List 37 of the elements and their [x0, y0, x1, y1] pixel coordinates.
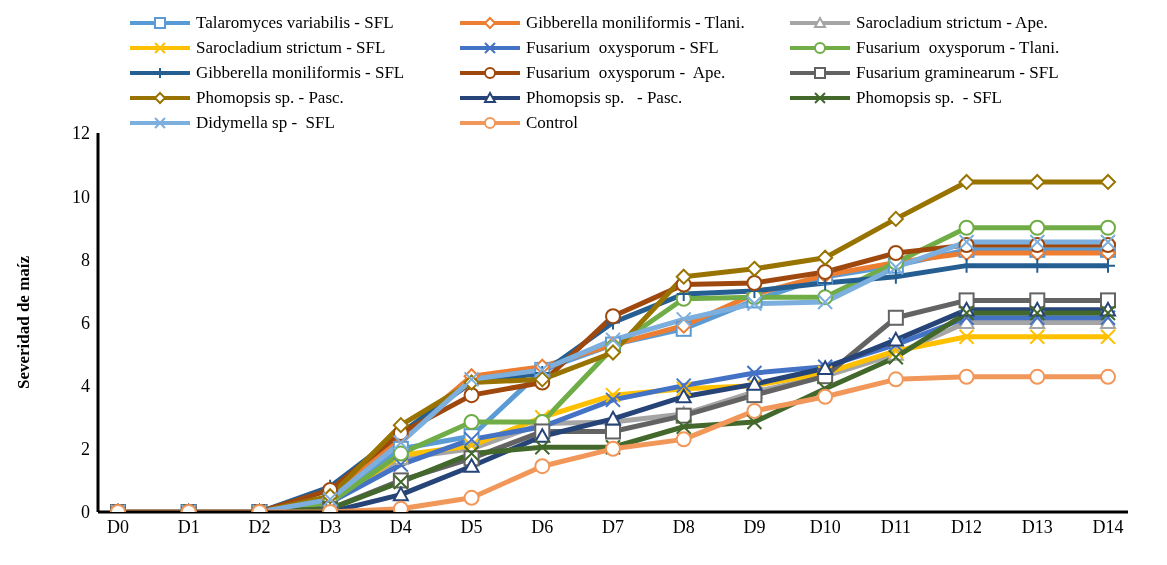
y-tick-label: 4 [81, 376, 90, 397]
legend-label: Sarocladium strictum - SFL [196, 38, 386, 58]
legend-label: Fusarium oxysporum - Ape. [526, 63, 726, 83]
legend-label: Gibberella moniliformis - SFL [196, 63, 405, 83]
legend-label: Talaromyces variabilis - SFL [196, 13, 394, 33]
legend-label: Fusarium graminearum - SFL [856, 63, 1059, 83]
x-tick-label: D7 [602, 516, 624, 537]
x-tick-label: D10 [809, 516, 841, 537]
legend-label: Fusarium oxysporum - Tlani. [856, 38, 1060, 58]
x-tick-label: D6 [531, 516, 554, 537]
y-tick-label: 8 [81, 249, 90, 270]
y-tick-label: 6 [81, 312, 90, 333]
y-tick-label: 0 [81, 502, 90, 523]
legend-label: Fusarium oxysporum - SFL [526, 38, 719, 58]
x-tick-label: D13 [1021, 516, 1053, 537]
x-tick-label: D14 [1092, 516, 1124, 537]
legend-label: Phomopsis sp. - SFL [856, 88, 1002, 108]
y-tick-label: 12 [72, 123, 90, 144]
legend-label: Phomopsis sp. - Pasc. [526, 88, 683, 108]
x-tick-label: D9 [743, 516, 766, 537]
y-axis-title: Severidad de maíz [14, 255, 34, 390]
x-tick-label: D4 [389, 516, 412, 537]
legend-label: Gibberella moniliformis - Tlani. [526, 13, 745, 33]
legend-label: Didymella sp - SFL [196, 113, 335, 133]
x-tick-label: D0 [107, 516, 129, 537]
x-tick-label: D3 [319, 516, 342, 537]
x-tick-label: D2 [248, 516, 271, 537]
x-tick-label: D8 [672, 516, 695, 537]
x-tick-label: D12 [951, 516, 983, 537]
x-tick-label: D1 [177, 516, 200, 537]
y-tick-label: 10 [72, 186, 90, 207]
x-tick-label: D5 [460, 516, 483, 537]
legend-label: Phomopsis sp. - Pasc. [196, 88, 344, 108]
legend-label: Sarocladium strictum - Ape. [856, 13, 1048, 33]
legend-label: Control [526, 113, 578, 133]
y-tick-label: 2 [81, 439, 90, 460]
x-tick-label: D11 [880, 516, 912, 537]
